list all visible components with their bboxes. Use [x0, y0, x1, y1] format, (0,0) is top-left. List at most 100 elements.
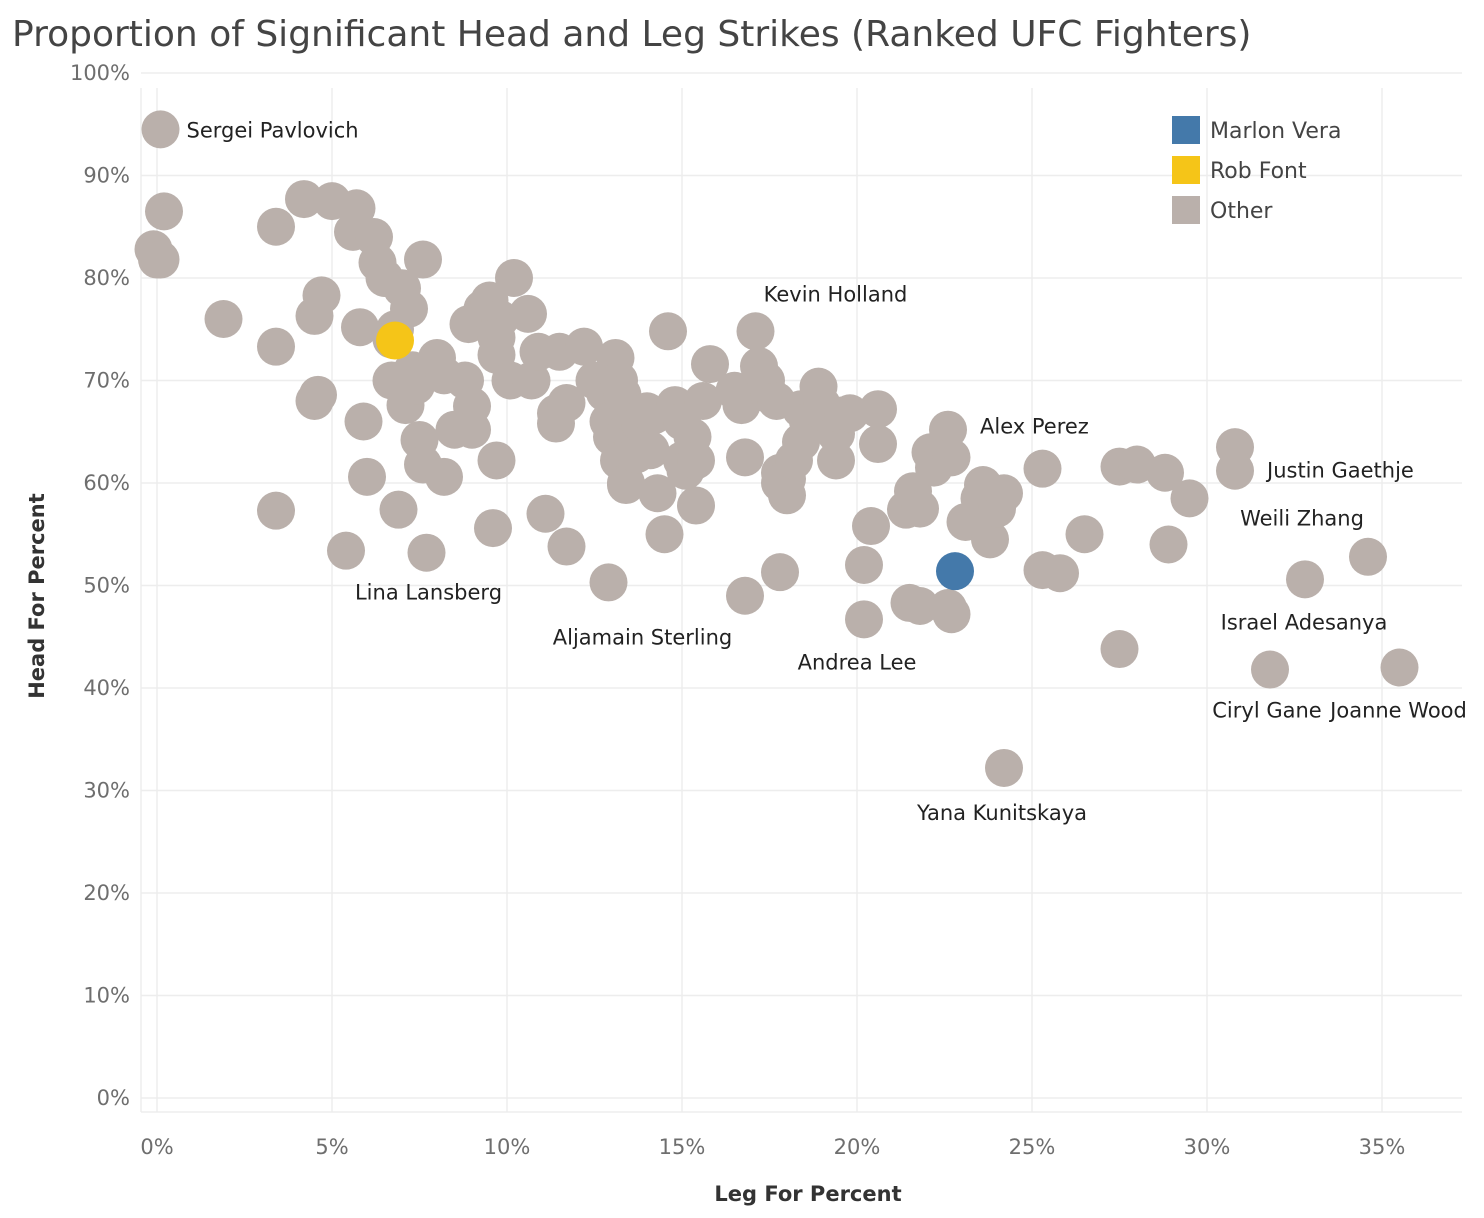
- point-other: [1349, 537, 1387, 576]
- point-other: [845, 600, 883, 639]
- point-other: [257, 491, 295, 530]
- x-tick-label: 10%: [484, 1135, 531, 1159]
- grid: [140, 72, 1462, 1113]
- point-other: [547, 384, 586, 423]
- point-other: [901, 489, 939, 528]
- point-other: [684, 382, 722, 420]
- point-other: [141, 240, 180, 279]
- legend-label: Other: [1210, 199, 1273, 224]
- y-tick-label: 60%: [83, 471, 130, 495]
- legend-swatch: [1172, 116, 1200, 144]
- y-tick-label: 0%: [97, 1086, 130, 1110]
- point-other: [726, 576, 764, 615]
- point-other: [985, 748, 1023, 787]
- point-labels: Sergei Pavlovich Kevin Holland Alex Perez J…: [187, 118, 1467, 825]
- point-other: [901, 587, 939, 625]
- point-other: [348, 457, 386, 496]
- legend-swatch: [1172, 196, 1200, 224]
- point-other: [768, 476, 806, 515]
- point-rob-font: [376, 321, 414, 360]
- data-points: [134, 110, 1419, 787]
- point-label: Andrea Lee: [798, 650, 917, 674]
- y-axis-title: Head For Percent: [25, 493, 49, 699]
- point-other: [638, 474, 677, 513]
- point-other: [691, 345, 729, 384]
- point-other: [645, 515, 684, 554]
- point-marlon-vera: [936, 552, 974, 591]
- point-other: [736, 312, 775, 351]
- point-other: [453, 410, 491, 449]
- legend-swatch: [1172, 156, 1200, 184]
- point-other: [859, 425, 897, 464]
- point-other: [929, 410, 967, 449]
- y-tick-label: 10%: [83, 984, 130, 1008]
- point-other: [817, 441, 855, 480]
- point-other: [1149, 525, 1188, 564]
- point-other: [390, 289, 428, 328]
- x-tick-label: 15%: [659, 1135, 706, 1159]
- point-other: [1041, 554, 1079, 593]
- point-other: [649, 312, 687, 351]
- point-other: [1380, 648, 1419, 687]
- point-other: [379, 490, 418, 529]
- point-other: [607, 466, 645, 505]
- point-other: [677, 441, 715, 480]
- point-other: [327, 531, 365, 570]
- point-label: Aljamain Sterling: [553, 625, 732, 649]
- legend-label: Marlon Vera: [1210, 119, 1341, 144]
- point-other: [299, 375, 337, 414]
- y-tick-label: 80%: [83, 266, 130, 290]
- point-other: [1023, 449, 1062, 488]
- point-other: [929, 589, 967, 628]
- point-other: [1100, 630, 1139, 669]
- x-tick-label: 0%: [140, 1135, 173, 1159]
- point-label: Sergei Pavlovich: [187, 118, 359, 142]
- point-other: [1251, 650, 1289, 689]
- point-other: [495, 259, 533, 297]
- x-tick-label: 5%: [315, 1135, 348, 1159]
- x-axis-ticks: 0% 5% 10% 15% 20% 25% 30% 35%: [140, 1135, 1405, 1159]
- y-tick-label: 70%: [83, 369, 130, 393]
- point-other: [407, 533, 446, 572]
- point-label: Lina Lansberg: [355, 581, 502, 605]
- point-other: [404, 240, 442, 279]
- x-axis-title: Leg For Percent: [714, 1182, 901, 1206]
- point-other: [285, 180, 323, 219]
- x-tick-label: 35%: [1359, 1135, 1406, 1159]
- point-other: [677, 486, 715, 525]
- point-other: [845, 546, 883, 584]
- point-other: [512, 361, 551, 400]
- point-label: Joanne Wood: [1328, 699, 1467, 723]
- point-other: [932, 438, 971, 477]
- x-tick-label: 30%: [1184, 1135, 1231, 1159]
- point-other: [782, 423, 820, 461]
- point-label: Justin Gaethje: [1265, 459, 1414, 483]
- point-label: Alex Perez: [980, 415, 1089, 439]
- point-other: [589, 563, 628, 602]
- point-other: [344, 402, 383, 441]
- point-other: [971, 520, 1009, 559]
- y-tick-label: 40%: [83, 676, 130, 700]
- point-other: [509, 294, 547, 333]
- point-other: [631, 431, 670, 470]
- point-other: [859, 390, 897, 429]
- point-other: [204, 300, 243, 338]
- point-other: [565, 327, 603, 366]
- point-other: [145, 192, 183, 231]
- point-other: [341, 308, 379, 347]
- point-other: [477, 441, 516, 480]
- y-tick-label: 30%: [83, 779, 130, 803]
- y-tick-label: 90%: [83, 164, 130, 188]
- chart-title: Proportion of Significant Head and Leg S…: [12, 14, 1251, 55]
- point-label: Yana Kunitskaya: [916, 801, 1087, 825]
- point-other: [1216, 451, 1254, 490]
- point-label: Weili Zhang: [1240, 506, 1364, 530]
- point-other: [1146, 453, 1184, 492]
- x-tick-label: 20%: [834, 1135, 881, 1159]
- y-tick-label: 100%: [70, 61, 130, 85]
- point-other: [547, 527, 586, 566]
- legend-label: Rob Font: [1210, 159, 1307, 184]
- point-other: [526, 494, 565, 533]
- legend: Marlon Vera Rob Font Other: [1172, 116, 1341, 224]
- x-tick-label: 25%: [1009, 1135, 1056, 1159]
